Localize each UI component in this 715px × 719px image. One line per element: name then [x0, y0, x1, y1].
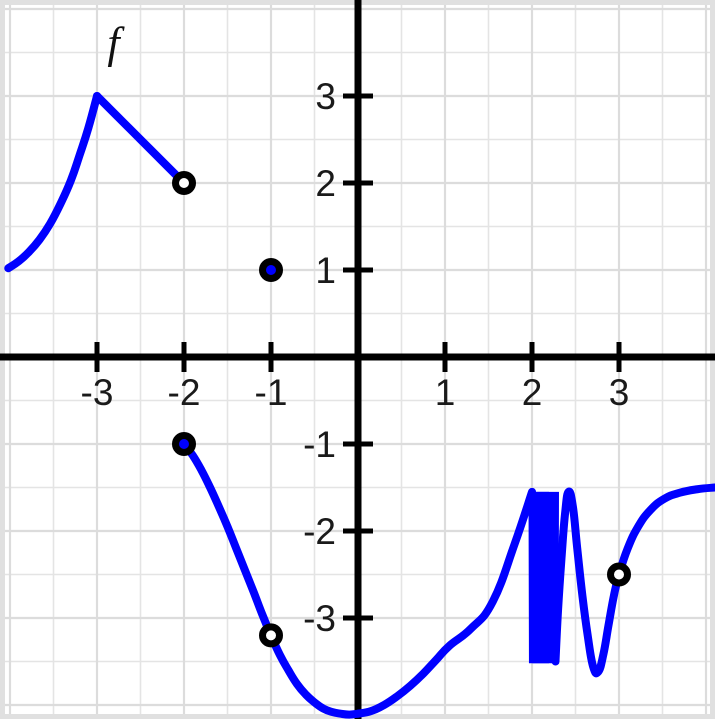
- curve-branch-branch-1-left-rising: [4, 92, 101, 273]
- y-tick-label-3: 3: [315, 76, 336, 117]
- y-tick-label--2: -2: [303, 511, 336, 552]
- x-tick-label-3: 3: [609, 372, 630, 413]
- open-circle-neg2-2: [172, 171, 196, 195]
- curve-branch-branch-2-segment-down: [93, 92, 188, 187]
- y-tick-label--3: -3: [303, 598, 336, 639]
- x-tick-label--1: -1: [255, 372, 288, 413]
- x-tick-label--3: -3: [81, 372, 114, 413]
- oscillation-band-fill: [532, 491, 549, 664]
- x-tick-label--2: -2: [168, 372, 201, 413]
- closed-circle-neg1-1: [259, 258, 283, 282]
- x-tick-label-1: 1: [435, 372, 456, 413]
- y-tick-label-1: 1: [315, 250, 336, 291]
- closed-circle-neg2-neg1: [172, 432, 196, 456]
- y-tick-label-2: 2: [315, 163, 336, 204]
- open-circle-neg1-neg3-2: [259, 623, 283, 648]
- curve-endpoints: [172, 171, 631, 648]
- curve-branch-branch-6-damped-wave: [551, 483, 715, 678]
- x-tick-label-2: 2: [522, 372, 543, 413]
- axis-tick-labels: -3 -2 -1 1 2 3 3 2 1 -1 -2 -3: [81, 76, 630, 639]
- y-tick-label--1: -1: [303, 424, 336, 465]
- axis-tick-marks: [94, 93, 622, 621]
- open-circle-3-neg2-5: [607, 562, 631, 587]
- curve-branch-branch-4-rising-to-kink: [354, 487, 536, 718]
